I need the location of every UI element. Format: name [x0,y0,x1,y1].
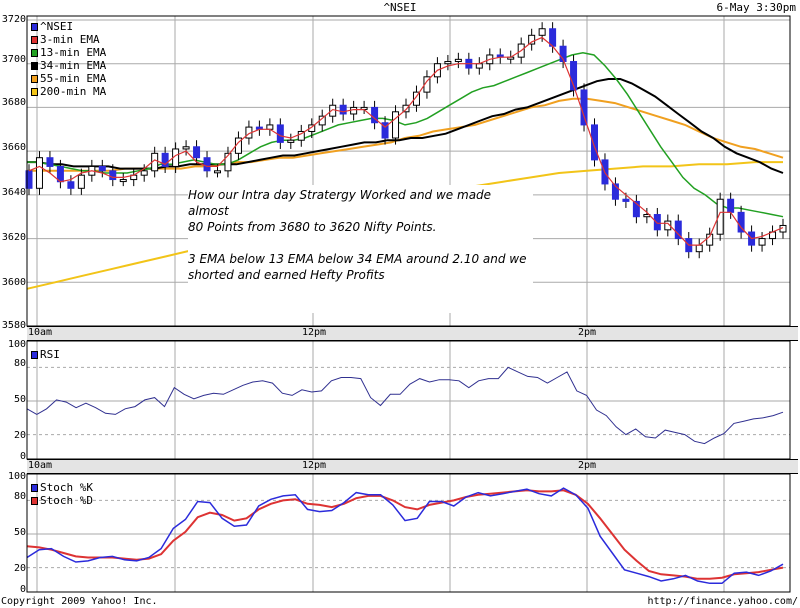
legend-item-200min-ma: 200-min MA [31,85,106,98]
annotation-line: How our Intra day Stratergy Worked and w… [188,188,492,218]
stoch-y-tick: 50 [13,527,26,538]
chart-datetime: 6-May 3:30pm [716,1,796,14]
legend-swatch-icon [31,48,38,57]
strategy-annotation: How our Intra day Stratergy Worked and w… [188,185,533,313]
x-tick-12pm: 12pm [302,327,327,338]
rsi-y-tick: 0 [19,451,26,462]
x-tick-2pm: 2pm [578,460,597,471]
annotation-line: shorted and earned Hefty Profits [188,268,385,282]
legend-item-55min-ema: 55-min EMA [31,72,106,85]
main-y-tick: 3600 [1,277,26,288]
annotation-line: 3 EMA below 13 EMA below 34 EMA around 2… [188,252,527,266]
legend-swatch-icon [31,496,38,505]
main-y-tick: 3660 [1,142,26,153]
legend-swatch-icon [31,74,38,83]
legend-item-nsei: ^NSEI [31,20,106,33]
rsi-y-tick: 100 [7,339,26,350]
source-link[interactable]: http://finance.yahoo.com/ [647,596,798,607]
copyright-text: Copyright 2009 Yahoo! Inc. [1,596,158,607]
legend-swatch-icon [31,483,38,492]
chart-title: ^NSEI [383,1,417,14]
legend-item-13min-ema: 13-min EMA [31,46,106,59]
rsi-legend: RSI [31,348,60,361]
stoch-y-tick: 0 [19,584,26,595]
legend-swatch-icon [31,350,38,359]
x-tick-12pm: 12pm [302,460,327,471]
main-legend: ^NSEI 3-min EMA 13-min EMA 34-min EMA 55… [31,20,106,98]
main-y-tick: 3580 [1,320,26,331]
main-y-tick: 3720 [1,14,26,25]
x-tick-2pm: 2pm [578,327,597,338]
annotation-line: 80 Points from 3680 to 3620 Nifty Points… [188,220,437,234]
x-axis-band [27,326,798,341]
main-y-tick: 3680 [1,97,26,108]
rsi-y-tick: 20 [13,430,26,441]
stoch-y-tick: 100 [7,471,26,482]
legend-swatch-icon [31,61,38,70]
main-y-tick: 3700 [1,54,26,65]
legend-swatch-icon [31,22,38,31]
x-tick-10am: 10am [28,327,53,338]
legend-swatch-icon [31,35,38,44]
x-tick-10am: 10am [28,460,53,471]
legend-item-34min-ema: 34-min EMA [31,59,106,72]
rsi-y-tick: 80 [13,358,26,369]
stoch-y-tick: 80 [13,491,26,502]
legend-item-3min-ema: 3-min EMA [31,33,106,46]
rsi-y-tick: 50 [13,394,26,405]
main-y-tick: 3620 [1,232,26,243]
stoch-y-tick: 20 [13,563,26,574]
x-axis-band [27,459,798,474]
stoch-legend: Stoch %K Stoch %D [31,481,93,507]
main-y-tick: 3640 [1,187,26,198]
legend-swatch-icon [31,87,38,96]
